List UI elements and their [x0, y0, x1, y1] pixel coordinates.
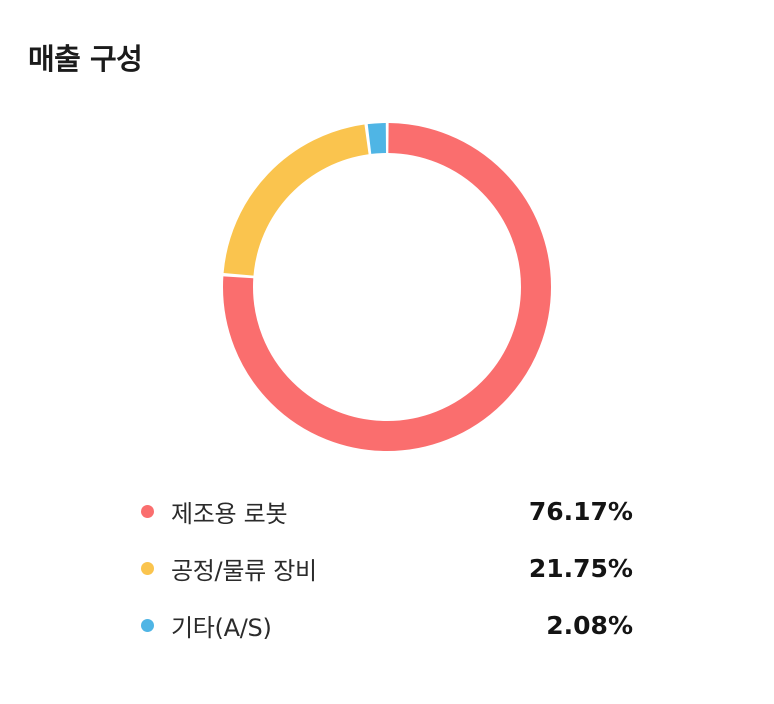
legend-label: 기타(A/S) [171, 614, 272, 642]
legend-value: 76.17% [528, 497, 633, 526]
legend-label: 공정/물류 장비 [171, 557, 317, 585]
page-title: 매출 구성 [28, 42, 143, 76]
legend-item: 공정/물류 장비 21.75% [141, 548, 633, 589]
legend-label: 제조용 로봇 [171, 500, 288, 528]
legend-dot-red [141, 505, 154, 518]
legend-item: 제조용 로봇 76.17% [141, 491, 633, 532]
donut-chart-svg [223, 123, 551, 451]
legend: 제조용 로봇 76.17% 공정/물류 장비 21.75% 기타(A/S) 2.… [141, 491, 633, 646]
legend-item: 기타(A/S) 2.08% [141, 605, 633, 646]
donut-chart [222, 122, 552, 452]
legend-value: 2.08% [546, 611, 633, 640]
legend-value: 21.75% [528, 554, 633, 583]
legend-dot-yellow [141, 562, 154, 575]
legend-dot-blue [141, 619, 154, 632]
